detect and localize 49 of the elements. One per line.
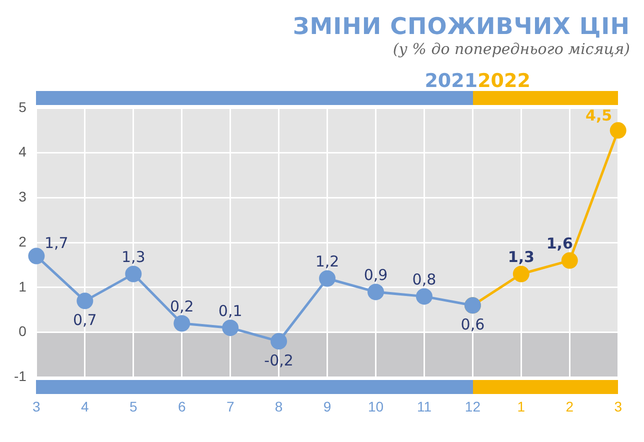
x-tick-label: 2	[566, 398, 574, 414]
data-label: 0,2	[170, 297, 194, 316]
x-tick-label: 11	[416, 398, 432, 414]
y-tick-label: 3	[18, 188, 27, 205]
data-label: 1,3	[508, 248, 534, 266]
data-label: 1,3	[121, 248, 146, 266]
point	[222, 320, 239, 336]
y-tick-label: 0	[18, 323, 27, 340]
y-tick-label: 1	[18, 278, 27, 294]
point	[319, 270, 336, 287]
x-tick-label: 4	[81, 398, 90, 414]
data-label: 1,2	[315, 252, 340, 270]
data-label: 0,1	[218, 302, 242, 320]
x-tick-label: 8	[274, 398, 283, 414]
y-tick-label: 5	[18, 98, 27, 115]
point	[174, 315, 190, 332]
x-tick-label: 9	[323, 398, 332, 414]
data-label: 0,9	[364, 266, 388, 284]
point	[125, 266, 142, 282]
data-label: 1,6	[546, 234, 573, 253]
point	[28, 248, 45, 264]
chart-title: ЗМІНИ СПОЖИВЧИХ ЦІН	[292, 14, 630, 40]
x-tick-label: 6	[178, 398, 186, 414]
point	[368, 284, 384, 300]
x-tick-label: 7	[226, 398, 234, 414]
data-label: 0,8	[412, 270, 436, 288]
data-label: 0,7	[72, 310, 97, 329]
point	[610, 122, 626, 139]
y-tick-label: -1	[14, 368, 27, 384]
x-tick-label: 10	[368, 398, 384, 414]
x-tick-label: 1	[517, 398, 526, 414]
point	[416, 288, 432, 305]
x-tick-label: 5	[129, 398, 138, 414]
text: 2022	[478, 70, 530, 92]
point	[76, 292, 94, 310]
point	[561, 252, 578, 269]
data-label: 0,6	[460, 315, 485, 334]
data-label: 4,5	[586, 106, 612, 124]
y-tick-label: 2	[18, 233, 27, 250]
text: 2021	[424, 70, 478, 92]
data-label: 1,7	[44, 234, 68, 252]
point	[270, 333, 288, 350]
x-tick-label: 3	[614, 398, 622, 414]
y-tick-label: 4	[18, 144, 27, 160]
data-label: -0,2	[264, 351, 294, 370]
x-tick-label: 3	[32, 398, 41, 414]
chart-subtitle: (у % до попереднього місяця)	[392, 40, 630, 58]
x-tick-label: 12	[464, 398, 481, 414]
point	[512, 266, 530, 282]
